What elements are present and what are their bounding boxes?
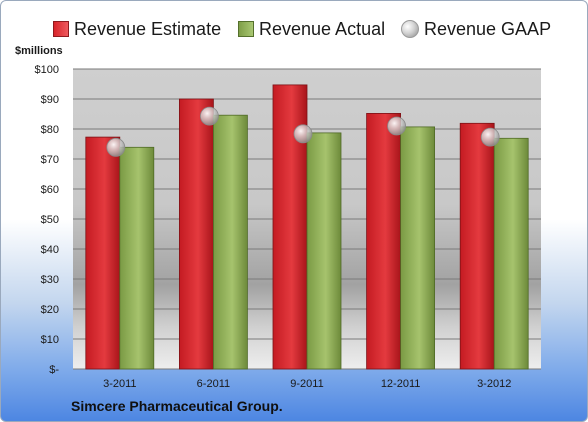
bar-revenue-actual [119,146,155,370]
y-tick-label: $70 [41,154,59,166]
legend-label-revenue-estimate: Revenue Estimate [74,18,222,39]
x-tick-label: 9-2011 [290,378,323,390]
legend-label-revenue-gaap: Revenue GAAP [424,18,552,39]
legend-item-revenue-estimate: Revenue Estimate [53,15,221,43]
legend-swatch-revenue-gaap [401,20,419,38]
legend-label-revenue-actual: Revenue Actual [259,18,386,39]
bar-revenue-actual [306,132,342,370]
bar-revenue-actual [493,137,529,370]
y-tick-label: $90 [41,94,59,106]
y-tick-label: $60 [41,184,59,196]
y-tick-label: $20 [41,304,59,316]
x-tick-label: 3-2011 [103,378,136,390]
marker-revenue-gaap [106,137,126,157]
legend: Revenue Estimate Revenue Actual Revenue … [1,15,587,43]
bar-revenue-estimate [85,136,121,370]
y-tick-label: $30 [41,274,59,286]
y-tick-label: $- [49,364,59,376]
bar-revenue-estimate [366,113,402,370]
bar-revenue-estimate [178,98,214,370]
marker-revenue-gaap [293,124,313,144]
bar-revenue-estimate [272,84,308,370]
legend-item-revenue-actual: Revenue Actual [238,15,385,43]
legend-swatch-revenue-estimate [53,21,69,37]
y-tick-label: $100 [35,64,59,76]
marker-revenue-gaap [387,116,407,136]
bar-revenue-estimate [459,122,495,370]
x-tick-label: 6-2011 [197,378,230,390]
y-tick-label: $50 [41,214,59,226]
y-tick-label: $80 [41,124,59,136]
y-unit-label: $millions [15,45,63,57]
bar-revenue-actual [400,126,436,370]
bar-revenue-actual [212,114,248,370]
marker-revenue-gaap [480,127,500,147]
legend-swatch-revenue-actual [238,21,254,37]
y-tick-label: $10 [41,334,59,346]
y-tick-label: $40 [41,244,59,256]
x-tick-label: 3-2012 [477,378,511,390]
legend-item-revenue-gaap: Revenue GAAP [401,15,551,43]
company-name: Simcere Pharmaceutical Group. [71,398,283,414]
x-tick-label: 12-2011 [381,378,421,390]
marker-revenue-gaap [199,106,219,126]
